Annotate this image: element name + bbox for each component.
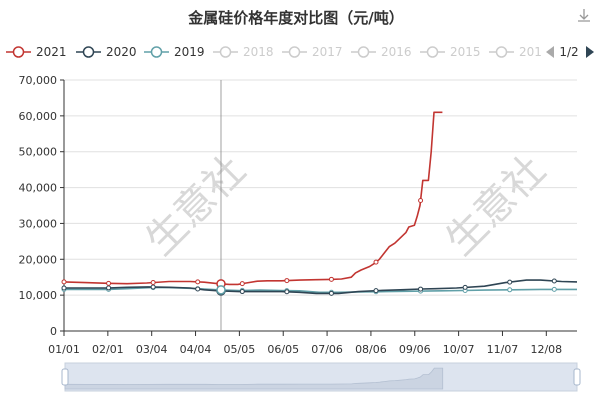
download-icon[interactable]: [578, 9, 590, 22]
data-point: [551, 278, 557, 284]
legend-prev-icon[interactable]: [546, 46, 554, 58]
data-point: [284, 278, 290, 284]
chart-title: 金属硅价格年度对比图（元/吨）: [187, 9, 403, 27]
x-tick-label: 12/08: [530, 343, 562, 356]
y-axis: 0 10,000 20,000 30,000 40,000 50,000 60,000 70,…: [19, 74, 65, 338]
data-point: [239, 281, 245, 287]
data-point: [418, 197, 424, 203]
y-tick-label: 20,000: [19, 253, 58, 266]
hover-point-2019: [216, 285, 226, 295]
legend-item-2020[interactable]: 2020: [76, 45, 137, 59]
x-tick-label: 01/01: [48, 343, 80, 356]
legend-item-2021[interactable]: 2021: [6, 45, 67, 59]
y-tick-label: 40,000: [19, 182, 58, 195]
x-tick-label: 04/04: [180, 343, 212, 356]
legend-label: 2018: [243, 45, 274, 59]
hover-markers: [216, 279, 226, 296]
plot-area: [61, 111, 578, 296]
legend-circle-icon: [150, 46, 163, 58]
x-tick-label: 09/06: [399, 343, 431, 356]
legend-item-2016[interactable]: 2016: [351, 45, 412, 59]
x-tick-label: 03/04: [136, 343, 168, 356]
x-axis: 01/01 02/01 03/04 04/04 05/05 06/05 07/06 08/06…: [48, 330, 577, 356]
y-tick-label: 0: [50, 325, 57, 338]
data-point: [373, 288, 379, 294]
watermark-left: 生意社: [137, 147, 254, 264]
data-point: [150, 284, 156, 290]
x-tick-label: 11/07: [487, 343, 519, 356]
legend-circle-icon: [426, 46, 439, 58]
legend-label: 2016: [381, 45, 412, 59]
data-point: [106, 285, 112, 291]
data-point: [462, 284, 468, 290]
watermarks: 生意社 生意社: [137, 147, 554, 264]
x-tick-label: 06/05: [267, 343, 299, 356]
data-point: [239, 289, 245, 295]
y-tick-label: 30,000: [19, 217, 58, 230]
legend-item-2017[interactable]: 2017: [282, 45, 343, 59]
data-point: [61, 285, 67, 291]
legend-circle-icon: [357, 46, 370, 58]
legend-circle-icon: [219, 46, 232, 58]
data-point: [373, 259, 379, 265]
legend-item-2019[interactable]: 2019: [144, 45, 205, 59]
data-zoom-handle-left[interactable]: [61, 368, 69, 386]
legend-circle-icon: [82, 46, 95, 58]
legend: 2021 2020 2019 2018 2017 2016 2015 201: [6, 45, 542, 59]
data-point: [418, 286, 424, 292]
legend-circle-icon: [12, 46, 25, 58]
data-point: [328, 290, 334, 296]
y-tick-label: 50,000: [19, 146, 58, 159]
legend-item-201[interactable]: 201: [489, 45, 542, 59]
y-tick-label: 10,000: [19, 289, 58, 302]
legend-label: 2020: [106, 45, 137, 59]
data-point: [507, 279, 513, 285]
series-line-2020: [64, 279, 578, 295]
y-tick-label: 70,000: [19, 74, 58, 87]
legend-next-icon[interactable]: [586, 46, 594, 58]
x-tick-label: 08/06: [355, 343, 387, 356]
data-point: [106, 280, 112, 286]
data-point: [150, 280, 156, 286]
data-zoom-preview: [64, 367, 444, 390]
x-tick-label: 07/06: [311, 343, 343, 356]
watermark-right: 生意社: [437, 147, 554, 264]
grid: [64, 79, 577, 296]
legend-label: 201: [519, 45, 542, 59]
legend-page-indicator: 1/2: [559, 45, 578, 59]
series-line-2019: [64, 286, 577, 294]
x-tick-label: 05/05: [224, 343, 256, 356]
legend-label: 2019: [174, 45, 205, 59]
legend-circle-icon: [495, 46, 508, 58]
legend-label: 2015: [450, 45, 481, 59]
legend-item-2018[interactable]: 2018: [213, 45, 274, 59]
x-tick-label: 02/01: [92, 343, 124, 356]
x-tick-label: 10/07: [443, 343, 475, 356]
series-2020: [61, 278, 578, 296]
data-point: [284, 289, 290, 295]
data-point: [507, 287, 513, 293]
legend-label: 2017: [312, 45, 343, 59]
data-zoom[interactable]: [61, 362, 581, 392]
data-point: [195, 286, 201, 292]
data-zoom-handle-right[interactable]: [573, 368, 581, 386]
legend-pager: 1/2: [546, 45, 594, 59]
series-2021: [61, 111, 443, 287]
data-point: [61, 279, 67, 285]
data-point: [551, 286, 557, 292]
legend-label: 2021: [36, 45, 67, 59]
data-point: [328, 276, 334, 282]
data-point: [195, 279, 201, 285]
legend-item-2015[interactable]: 2015: [420, 45, 481, 59]
series-line-2021: [63, 111, 443, 286]
legend-circle-icon: [288, 46, 301, 58]
y-tick-label: 60,000: [19, 110, 58, 123]
